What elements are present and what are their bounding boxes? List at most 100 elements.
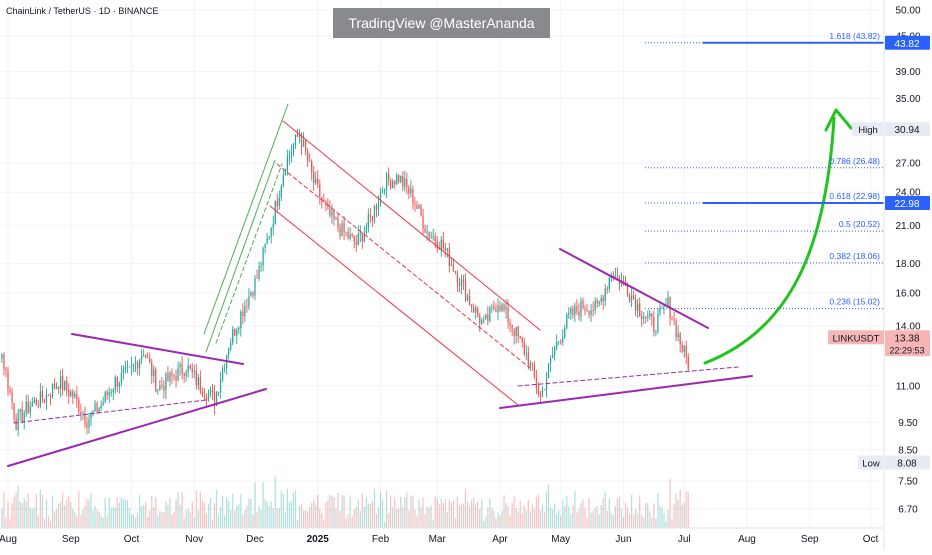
fib-label: 0.5 (20.52) [839, 219, 880, 229]
candle-body [422, 215, 424, 229]
candle-body [511, 325, 513, 330]
volume-bar [645, 503, 647, 528]
candle-body [114, 377, 116, 390]
candle-body [201, 391, 203, 397]
candle-body [353, 235, 355, 242]
volume-bar [525, 510, 527, 528]
volume-bar [614, 505, 617, 528]
volume-bar [155, 497, 157, 528]
volume-bar [191, 501, 193, 528]
candle-body [489, 307, 491, 321]
candle-body [13, 403, 15, 419]
volume-bar [466, 501, 469, 528]
volume-bar [118, 502, 120, 528]
volume-bar [667, 510, 669, 528]
candle-body [622, 279, 625, 281]
candle-body [1, 354, 3, 359]
candle-body [491, 306, 493, 308]
candle-body [211, 390, 214, 392]
volume-bar [57, 503, 60, 528]
volume-bar [35, 494, 37, 528]
candle-body [408, 187, 410, 194]
candle-body [126, 366, 129, 368]
candle-body [258, 266, 260, 279]
candle-body [47, 394, 50, 396]
volume-bar [639, 495, 641, 528]
volume-bar [612, 515, 614, 528]
candle-body [468, 295, 471, 305]
candle-body [430, 236, 432, 238]
volume-bar [60, 501, 62, 528]
volume-bar [278, 507, 280, 528]
candle-body [519, 336, 521, 338]
volume-bar [1, 508, 3, 528]
volume-bar [592, 511, 594, 528]
candle-body [679, 333, 681, 345]
y-tick-label: 11.00 [896, 381, 921, 392]
volume-bar [145, 501, 147, 528]
volume-bar [31, 508, 33, 528]
volume-bar [596, 505, 598, 528]
volume-bar [367, 503, 370, 528]
volume-bar [27, 493, 29, 528]
volume-bar [541, 504, 544, 528]
volume-bar [5, 517, 7, 528]
volume-bar [302, 510, 305, 528]
candle-body [685, 345, 687, 357]
symbol-header: ChainLink / TetherUS · 1D · BINANCE [6, 6, 159, 16]
candle-body [224, 367, 226, 369]
price-badge [885, 122, 930, 137]
volume-bar [430, 505, 432, 528]
volume-bar [438, 503, 440, 528]
price-badge-label-bg [828, 330, 884, 345]
candle-body [268, 236, 270, 238]
volume-bar [296, 519, 299, 528]
candle-body [537, 388, 540, 395]
candle-body [485, 314, 487, 320]
candle-body [149, 357, 151, 363]
candle-body [527, 352, 529, 367]
candle-body [371, 216, 374, 221]
volume-bar [355, 506, 357, 528]
channel-top [282, 120, 541, 331]
candle-body [41, 391, 44, 400]
volume-bar [422, 497, 424, 528]
volume-bar [410, 496, 412, 528]
volume-bar [165, 501, 167, 528]
volume-bar [126, 499, 129, 528]
volume-bar [195, 490, 197, 528]
volume-bar [501, 510, 503, 528]
volume-bar [475, 503, 477, 528]
volume-bar [424, 514, 426, 528]
volume-bar [74, 512, 76, 528]
volume-bar [315, 504, 317, 528]
candle-body [442, 239, 444, 249]
candle-body [185, 372, 187, 377]
volume-bar [365, 497, 367, 528]
candle-body [153, 369, 155, 377]
volume-bar [17, 485, 19, 528]
volume-bar [171, 514, 173, 528]
candle-body [531, 362, 533, 365]
candle-body [673, 319, 675, 321]
candle-body [596, 300, 598, 304]
y-tick-label: 24.00 [895, 188, 920, 199]
volume-bar [515, 508, 517, 528]
y-tick-label: 16.00 [895, 288, 920, 299]
candle-body [147, 357, 149, 359]
candle-body [438, 248, 440, 250]
x-tick-label: Aug [738, 534, 756, 545]
candle-body [556, 341, 558, 348]
volume-bar [64, 505, 66, 528]
june-resistance [559, 248, 709, 329]
candle-body [248, 295, 250, 307]
candle-body [74, 394, 76, 397]
volume-bar [116, 497, 118, 528]
volume-bar [647, 502, 649, 528]
candle-body [7, 370, 9, 390]
candle-body [359, 233, 361, 234]
candle-body [568, 312, 570, 315]
volume-bar [80, 515, 82, 528]
candle-body [29, 406, 31, 413]
candle-body [183, 373, 185, 377]
